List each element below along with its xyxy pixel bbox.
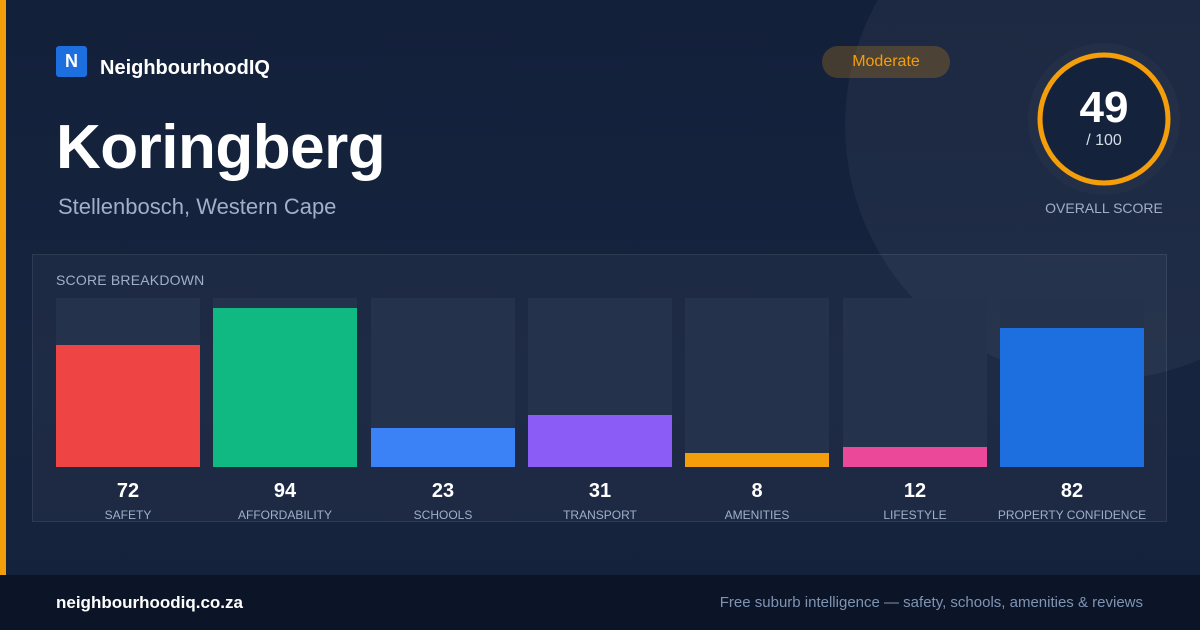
footer: neighbourhoodiq.co.za Free suburb intell…	[0, 575, 1200, 630]
overall-score-ring	[1028, 43, 1180, 195]
score-breakdown-panel	[32, 254, 1167, 522]
bar-track	[371, 298, 515, 467]
footer-site-link[interactable]: neighbourhoodiq.co.za	[56, 593, 243, 612]
bar-fill	[685, 453, 829, 467]
bar-track	[1000, 298, 1144, 467]
bar-value: 8	[751, 480, 763, 502]
bar-label: PROPERTY CONFIDENCE	[997, 508, 1147, 522]
score-breakdown-title: SCORE BREAKDOWN	[56, 272, 205, 288]
bar-value: 94	[273, 480, 297, 502]
overall-score-label: OVERALL SCORE	[1045, 200, 1163, 216]
bar-label: SAFETY	[104, 508, 152, 522]
bar-label: SCHOOLS	[413, 508, 473, 522]
score-ring-progress	[1037, 52, 1171, 186]
bar-value: 12	[903, 480, 927, 502]
bar-fill	[56, 345, 200, 467]
bar-fill	[1000, 328, 1144, 467]
location-subtitle: Stellenbosch, Western Cape	[58, 194, 337, 219]
brand-name: NeighbourhoodIQ	[100, 57, 270, 79]
bar-fill	[843, 447, 987, 467]
score-ring-inner	[1043, 58, 1165, 180]
bar-value: 72	[116, 480, 140, 502]
bar-fill	[371, 428, 515, 467]
footer-tagline: Free suburb intelligence — safety, schoo…	[719, 594, 1143, 611]
bar-track	[213, 298, 357, 467]
accent-stripe	[0, 0, 6, 575]
bar-value: 82	[1060, 480, 1084, 502]
bar-fill	[528, 415, 672, 467]
overall-score-value: 49	[1079, 83, 1129, 132]
bar-track	[528, 298, 672, 467]
page-title: Koringberg	[56, 113, 386, 182]
bar-value: 31	[588, 480, 612, 502]
bar-label: AFFORDABILITY	[237, 508, 332, 522]
bar-value: 23	[431, 480, 455, 502]
bar-track	[56, 298, 200, 467]
bar-label: TRANSPORT	[563, 508, 637, 522]
rating-badge: Moderate	[822, 46, 950, 78]
bar-track	[843, 298, 987, 467]
bar-track	[685, 298, 829, 467]
bar-fill	[213, 308, 357, 467]
bar-label: AMENITIES	[724, 508, 790, 522]
bar-label: LIFESTYLE	[883, 508, 947, 522]
brand-logo-icon: N	[56, 46, 87, 77]
overall-score-max: / 100	[1086, 132, 1122, 149]
